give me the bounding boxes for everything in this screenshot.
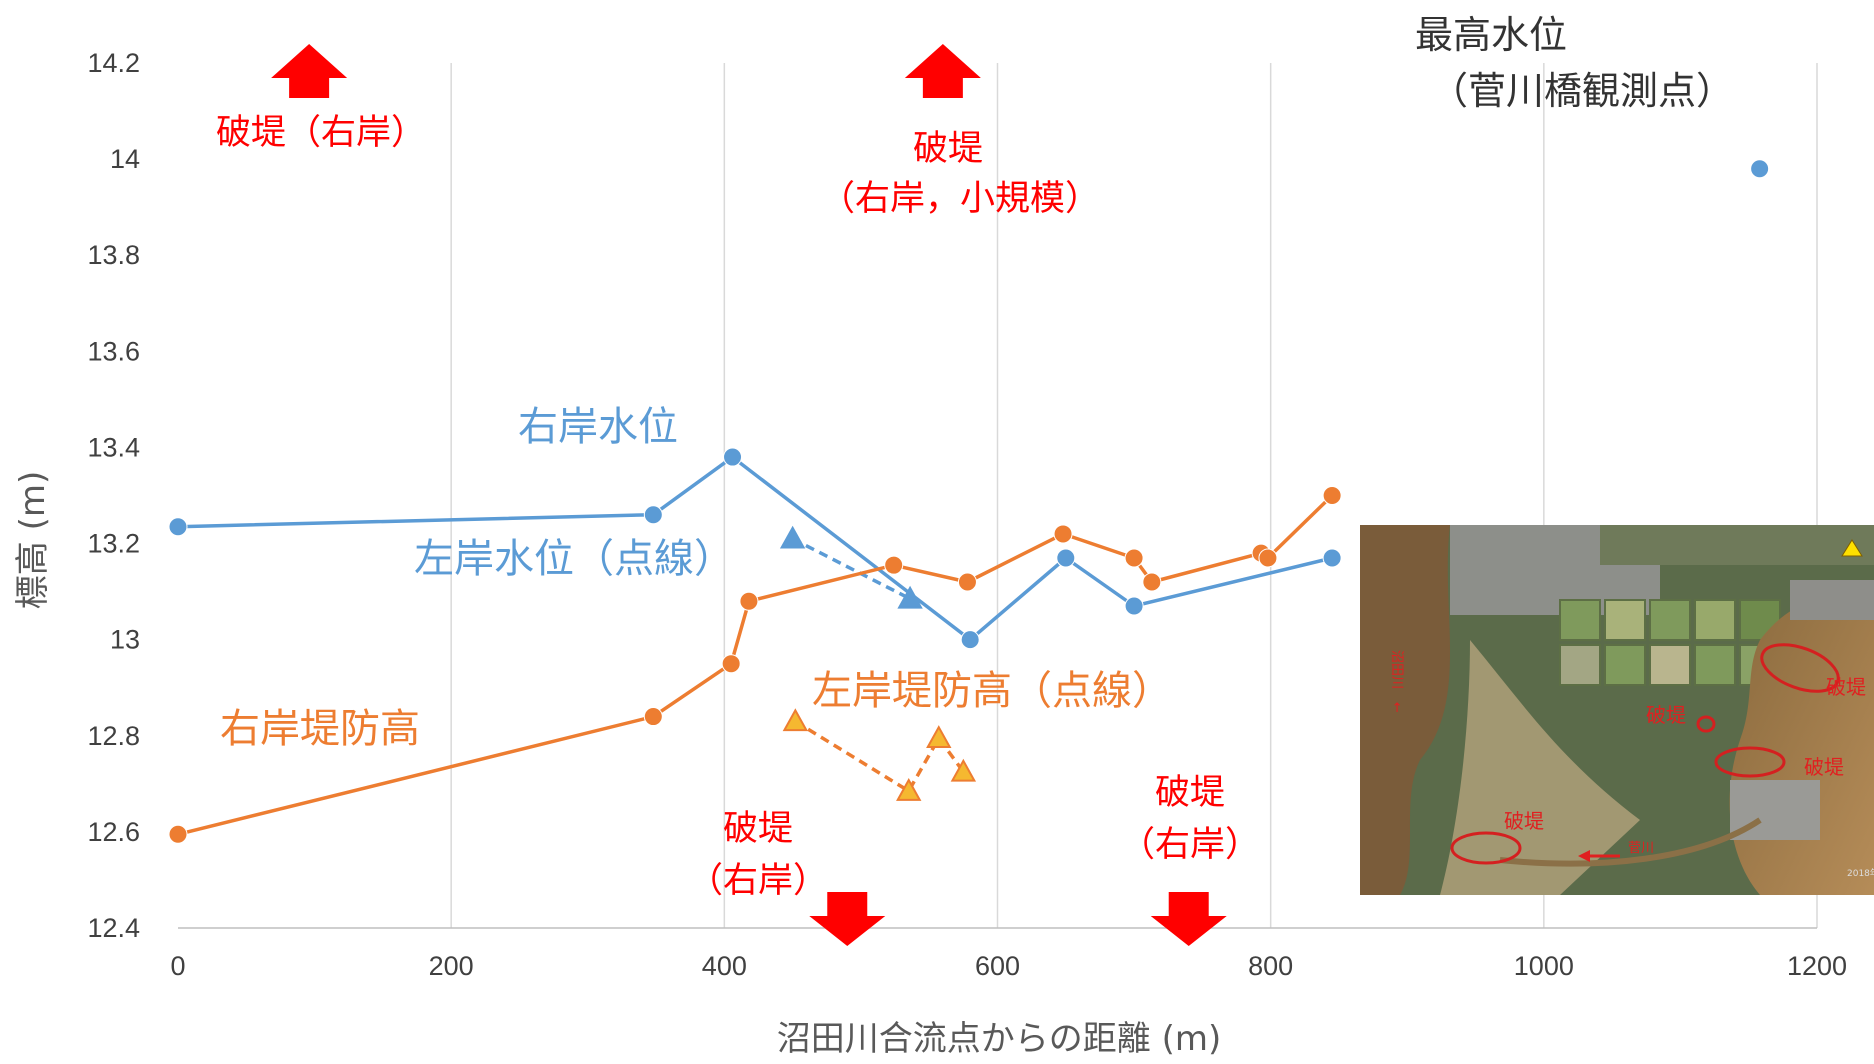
photo-yellow-marker (1841, 539, 1863, 557)
y-tick-label-13.8: 13.8 (87, 240, 140, 270)
photo-label-breach-a: 破堤 (1826, 675, 1866, 699)
x-tick-label-200: 200 (429, 951, 474, 981)
photo-label-river: 沼田川 (1389, 650, 1404, 689)
annotation-breach-bottom2-line1: 破堤 (1155, 773, 1225, 813)
series-2-point-7 (1124, 548, 1144, 568)
series-0-point-5 (1124, 596, 1144, 616)
photo-label-river-arrow: ← (1389, 702, 1404, 713)
series-2-point-4 (884, 555, 904, 575)
annotation-breach-small-line2: （右岸，小規模） (820, 179, 1100, 219)
series-2-point-3 (739, 591, 759, 611)
annotation-breach-right-top: 破堤（右岸） (216, 113, 426, 153)
series-2-point-11 (1322, 486, 1342, 505)
series-2-point-2 (721, 654, 741, 674)
series-2-point-10 (1258, 548, 1278, 568)
photo-label-breach-c: 破堤 (1804, 755, 1844, 779)
series-1 (779, 525, 923, 609)
annotation-breach-bottom1-line2: （右岸） (688, 861, 828, 901)
x-tick-labels: 0 200 400 600 800 1000 1200 (170, 951, 1847, 981)
label-right-levee-height: 右岸堤防高 (220, 706, 420, 752)
series-4 (1750, 159, 1770, 179)
label-left-levee-height: 左岸堤防高（点線） (812, 668, 1172, 714)
photo-label-breach-b: 破堤 (1646, 703, 1686, 727)
series-2-point-5 (957, 572, 977, 592)
y-tick-label-13: 13 (110, 625, 140, 655)
series-0-point-0 (168, 517, 188, 537)
photo-stream-arrowhead (1578, 850, 1590, 862)
photo-label-breach-d: 破堤 (1504, 809, 1544, 833)
y-axis-title: 標高 (m) (13, 471, 53, 609)
y-tick-label-14: 14 (110, 144, 140, 174)
series-0-point-1 (643, 505, 663, 525)
x-tick-label-0: 0 (170, 951, 185, 981)
series-1-line (791, 537, 911, 601)
series-3-point-2 (926, 725, 952, 748)
series-3 (782, 708, 977, 801)
breach-circle-a (1760, 643, 1840, 693)
label-left-water-level: 左岸水位（点線） (414, 536, 734, 582)
breach-circle-c (1714, 746, 1786, 778)
series-2-point-6 (1053, 524, 1073, 544)
series-0 (168, 447, 1342, 650)
photo-label-stream: 菅川 (1628, 841, 1654, 856)
breach-circle-d (1450, 831, 1522, 865)
series-0-point-4 (1056, 548, 1076, 568)
series-0-line (177, 455, 1333, 642)
breach-arrow-1 (904, 44, 981, 98)
y-tick-label-13.6: 13.6 (87, 336, 140, 366)
series-2-point-0 (168, 824, 188, 844)
breach-circle-b (1696, 715, 1716, 733)
label-max-water-line2: （菅川橋観測点） (1430, 69, 1734, 113)
y-tick-label-12.8: 12.8 (87, 721, 140, 751)
y-tick-label-14.2: 14.2 (87, 48, 140, 78)
x-axis-title: 沼田川合流点からの距離 (m) (777, 1019, 1221, 1059)
annotation-breach-small-line1: 破堤 (913, 129, 983, 169)
photo-stamp: 2018年 (1847, 867, 1874, 879)
series-3-point-1 (896, 777, 922, 801)
series-3-point-0 (782, 708, 809, 732)
x-tick-label-600: 600 (975, 951, 1020, 981)
y-tick-label-12.6: 12.6 (87, 817, 140, 847)
series-1-point-1 (897, 585, 923, 609)
series-4-point-0 (1750, 159, 1770, 179)
breach-arrow-2 (809, 892, 886, 946)
y-tick-label-13.2: 13.2 (87, 529, 140, 559)
x-tick-label-800: 800 (1248, 951, 1293, 981)
vertical-gridlines (450, 63, 1818, 928)
breach-arrow-0 (271, 44, 348, 98)
series-2-point-8 (1142, 572, 1162, 592)
x-tick-label-400: 400 (702, 951, 747, 981)
annotation-breach-bottom1-line1: 破堤 (723, 809, 793, 849)
series-0-point-6 (1322, 548, 1342, 568)
series-layer (168, 159, 1770, 844)
label-right-water-level: 右岸水位 (518, 404, 678, 450)
series-1-point-0 (779, 525, 806, 549)
y-tick-labels: 12.4 12.6 12.8 13 13.2 13.4 13.6 13.8 14 14.2 (87, 48, 140, 943)
series-3-point-3 (950, 758, 977, 782)
series-2-point-1 (643, 707, 663, 727)
inset-aerial-photo: 沼田川 ← 破堤 破堤 破堤 破堤 菅川 2018年 (1360, 525, 1874, 895)
series-2 (168, 486, 1342, 844)
series-0-point-3 (960, 630, 980, 650)
x-tick-label-1000: 1000 (1514, 951, 1574, 981)
breach-arrow-3 (1150, 892, 1227, 946)
breach-arrows (271, 44, 1227, 946)
label-max-water-line1: 最高水位 (1415, 13, 1567, 57)
series-3-line (794, 719, 965, 793)
annotation-breach-bottom2-line2: （右岸） (1120, 825, 1260, 865)
x-tick-label-1200: 1200 (1787, 951, 1847, 981)
series-0-point-2 (723, 447, 743, 467)
y-tick-label-12.4: 12.4 (87, 913, 140, 943)
y-tick-label-13.4: 13.4 (87, 432, 140, 462)
